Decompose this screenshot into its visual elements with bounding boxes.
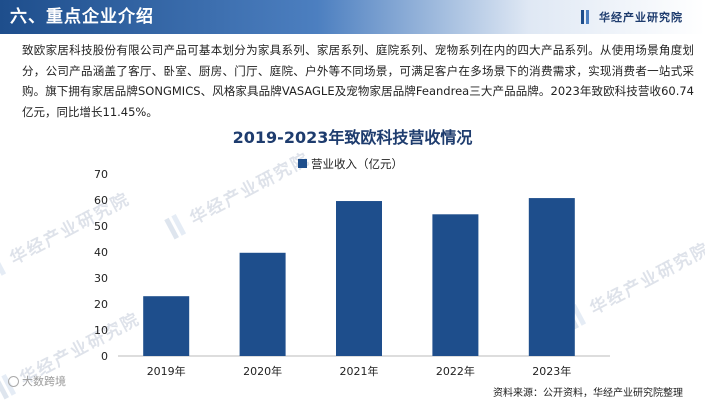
section-title: 六、重点企业介绍 (10, 7, 154, 27)
y-tick-label: 0 (101, 350, 108, 363)
y-tick-label: 50 (94, 220, 108, 233)
x-tick-label: 2021年 (340, 364, 379, 378)
chart-title: 2019-2023年致欧科技营收情况 (232, 128, 473, 147)
footer-brand-icon (8, 375, 19, 387)
bar-2 (239, 252, 286, 356)
y-tick-label: 70 (94, 168, 108, 181)
y-tick-label: 60 (94, 194, 108, 207)
y-tick-label: 20 (94, 298, 108, 311)
y-tick-label: 10 (94, 324, 108, 337)
x-tick-label: 2023年 (532, 364, 571, 378)
footer-brand: 大数跨境 (8, 373, 66, 389)
source-note: 资料来源：公开资料，华经产业研究院整理 (493, 388, 683, 399)
y-tick-label: 30 (94, 272, 108, 285)
x-tick-label: 2020年 (243, 364, 282, 378)
footer-brand-text: 大数跨境 (22, 375, 66, 388)
bar-5 (528, 198, 575, 356)
brand-logo-text: 华经产业研究院 (599, 11, 683, 24)
bar-1 (143, 296, 190, 356)
bar-3 (336, 201, 382, 356)
bar-4 (432, 214, 479, 356)
brand-logo: 华经产业研究院 (581, 8, 683, 26)
legend-swatch (298, 159, 307, 168)
y-tick-label: 40 (94, 246, 108, 259)
legend-label: 营业收入（亿元） (311, 157, 403, 171)
brand-logo-icon (581, 10, 593, 24)
x-tick-label: 2022年 (436, 364, 475, 378)
intro-paragraph: 致欧家居科技股份有限公司产品可基本划分为家具系列、家居系列、庭院系列、宠物系列在… (22, 43, 694, 119)
x-tick-label: 2019年 (147, 364, 186, 378)
